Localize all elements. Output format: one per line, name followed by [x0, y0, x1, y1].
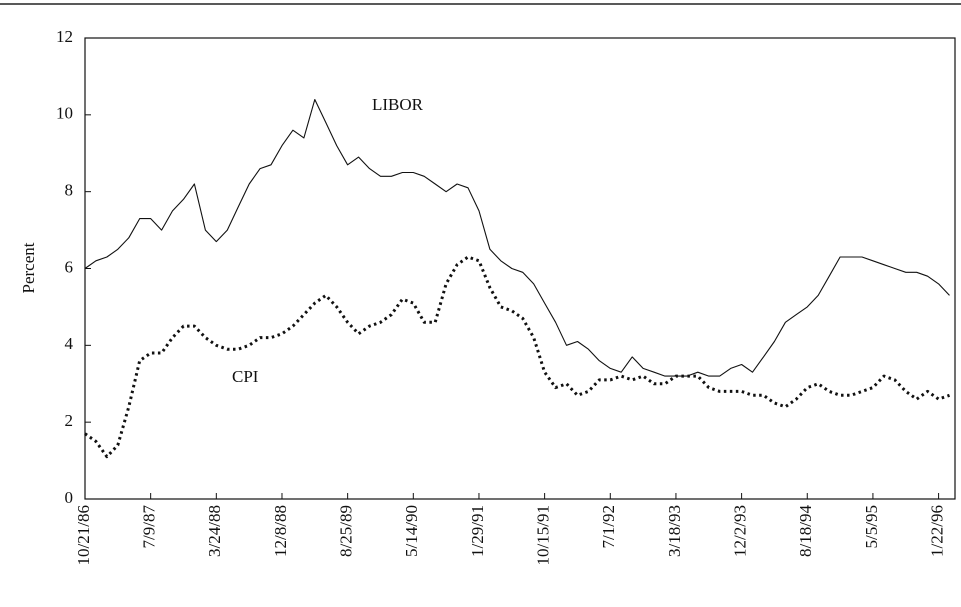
x-tick-label: 1/29/91 [468, 505, 487, 557]
y-tick-label: 10 [56, 104, 73, 123]
x-tick-label: 5/14/90 [402, 505, 421, 557]
y-tick-label: 2 [65, 411, 74, 430]
x-tick-label: 3/18/93 [665, 505, 684, 557]
x-tick-label: 8/25/89 [337, 505, 356, 557]
x-tick-label: 8/18/94 [796, 505, 815, 557]
annotation: CPI [232, 367, 259, 386]
series-line [84, 98, 950, 377]
y-axis-label: Percent [19, 242, 38, 293]
y-tick-label: 0 [65, 488, 74, 507]
x-tick-label: 10/15/91 [534, 505, 553, 565]
x-tick-label: 12/8/88 [271, 505, 290, 557]
x-tick-label: 7/1/92 [599, 505, 618, 548]
plot-frame [84, 37, 956, 500]
x-tick-label: 5/5/95 [862, 505, 881, 548]
y-tick-label: 12 [56, 27, 73, 46]
series-line [84, 255, 950, 459]
annotation: LIBOR [372, 95, 424, 114]
x-tick-label: 12/2/93 [731, 505, 750, 557]
y-tick-label: 4 [65, 334, 74, 353]
x-tick-label: 3/24/88 [205, 505, 224, 557]
x-tick-label: 1/22/96 [927, 505, 946, 557]
y-tick-label: 8 [65, 181, 74, 200]
x-tick-label: 10/21/86 [74, 505, 93, 565]
x-tick-label: 7/9/87 [140, 505, 159, 549]
y-tick-label: 6 [65, 257, 74, 276]
